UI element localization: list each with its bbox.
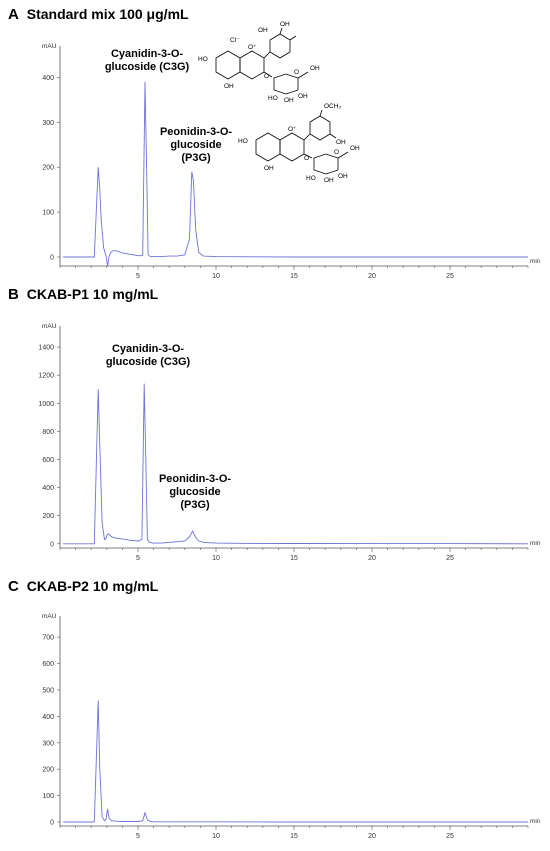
- c3g-label-7: O: [294, 69, 299, 76]
- x-tick-label: 5: [136, 833, 140, 840]
- chromatogram-c: mAU min 0 100 200 300 400 500 600 700 5 10 15 20 25: [42, 613, 541, 840]
- c3g-structure-drawing: Cl⁻ HO O⁺ OH OH OH O O OH HO OH OH: [198, 21, 328, 108]
- y-tick-label: 500: [42, 687, 54, 694]
- p3g-label-6: O: [334, 149, 339, 156]
- y-tick-label: 0: [50, 820, 54, 827]
- c3g-label-1: HO: [198, 56, 208, 63]
- c3g-label-4: OH: [280, 21, 290, 28]
- panel-b-heading: B CKAB-P1 10 mg/mL: [8, 286, 158, 303]
- x-tick-label: 20: [368, 555, 376, 562]
- x-unit-label: min: [530, 818, 541, 825]
- x-tick-label: 10: [212, 273, 220, 280]
- y-tick-label: 300: [42, 740, 54, 747]
- y-tick-label: 400: [42, 75, 54, 82]
- panel-b-letter: B: [8, 286, 19, 303]
- y-tick-label: 0: [50, 255, 54, 262]
- annotation-c3g-a: Cyanidin-3-O- glucoside (C3G): [104, 48, 190, 73]
- x-tick-label: 25: [446, 273, 454, 280]
- y-tick-label: 300: [42, 120, 54, 127]
- y-tick-label: 1200: [38, 373, 54, 380]
- y-tick-label: 100: [42, 210, 54, 217]
- p3g-structure-drawing: OCH₃ HO O⁺ OH OH O O OH HO OH OH: [238, 103, 368, 185]
- panel-a-letter: A: [8, 6, 19, 23]
- x-tick-label: 15: [290, 833, 298, 840]
- annotation-p3g-a: Peonidin-3-O- glucoside (P3G): [159, 126, 233, 164]
- x-tick-label: 5: [136, 273, 140, 280]
- x-tick-label: 20: [368, 273, 376, 280]
- panel-c-heading: C CKAB-P2 10 mg/mL: [8, 578, 158, 595]
- y-tick-label: 800: [42, 429, 54, 436]
- p3g-label-8: HO: [306, 175, 316, 182]
- x-tick-label: 15: [290, 273, 298, 280]
- p3g-label-1: HO: [238, 138, 248, 145]
- y-unit-label: mAU: [42, 613, 57, 620]
- y-tick-label: 200: [42, 165, 54, 172]
- annotation-p3g-b: Peonidin-3-O- glucoside (P3G): [158, 473, 232, 511]
- panel-c-letter: C: [8, 578, 19, 595]
- panel-a-heading: A Standard mix 100 μg/mL: [8, 6, 189, 23]
- y-tick-label: 400: [42, 714, 54, 721]
- x-tick-label: 10: [212, 555, 220, 562]
- chromatogram-trace: [63, 383, 529, 545]
- x-tick-label: 15: [290, 555, 298, 562]
- c3g-label-11: OH: [298, 93, 308, 100]
- c3g-counterion: Cl⁻: [230, 37, 240, 44]
- c3g-label-10: OH: [284, 97, 294, 104]
- y-tick-label: 600: [42, 661, 54, 668]
- p3g-label-7: OH: [350, 145, 360, 152]
- y-unit-label: mAU: [42, 323, 57, 330]
- p3g-label-3: OH: [336, 139, 346, 146]
- panel-a-title: Standard mix 100 μg/mL: [26, 6, 189, 22]
- c3g-label-8: OH: [310, 65, 320, 72]
- x-tick-label: 20: [368, 833, 376, 840]
- c3g-label-9: HO: [268, 95, 278, 102]
- p3g-label-5: O: [304, 155, 309, 162]
- c3g-label-6: O: [264, 73, 269, 80]
- y-tick-label: 400: [42, 485, 54, 492]
- y-tick-label: 1000: [38, 401, 54, 408]
- p3g-label-9: OH: [324, 177, 334, 184]
- x-tick-label: 25: [446, 833, 454, 840]
- y-unit-label: mAU: [42, 43, 57, 50]
- c3g-label-2: O⁺: [248, 44, 257, 51]
- y-tick-label: 1400: [38, 345, 54, 352]
- x-tick-label: 5: [136, 555, 140, 562]
- x-unit-label: min: [530, 258, 541, 265]
- chromatogram-trace: [63, 81, 528, 267]
- x-tick-label: 25: [446, 555, 454, 562]
- y-tick-label: 600: [42, 457, 54, 464]
- c3g-label-3: OH: [258, 27, 268, 34]
- y-tick-label: 200: [42, 513, 54, 520]
- chromatogram-b: mAU min 0 200 400 600 800 1000 1200 1400 5 10 15 20 25: [38, 323, 541, 562]
- panel-c-title: CKAB-P2 10 mg/mL: [26, 578, 159, 594]
- panel-b-title: CKAB-P1 10 mg/mL: [26, 286, 159, 302]
- p3g-label-0: OCH₃: [324, 103, 341, 110]
- x-tick-label: 10: [212, 833, 220, 840]
- chromatogram-trace: [63, 700, 528, 823]
- y-tick-label: 700: [42, 635, 54, 642]
- chromatogram-a: mAU min 0 100 200 300 400 5 10 15 20 25: [42, 43, 541, 280]
- y-tick-label: 200: [42, 767, 54, 774]
- p3g-label-2: O⁺: [288, 126, 297, 133]
- p3g-label-10: OH: [338, 173, 348, 180]
- x-unit-label: min: [530, 540, 541, 547]
- y-tick-label: 0: [50, 541, 54, 548]
- c3g-label-5: OH: [224, 83, 234, 90]
- y-tick-label: 100: [42, 793, 54, 800]
- p3g-label-4: OH: [264, 165, 274, 172]
- annotation-c3g-b: Cyanidin-3-O- glucoside (C3G): [105, 343, 191, 368]
